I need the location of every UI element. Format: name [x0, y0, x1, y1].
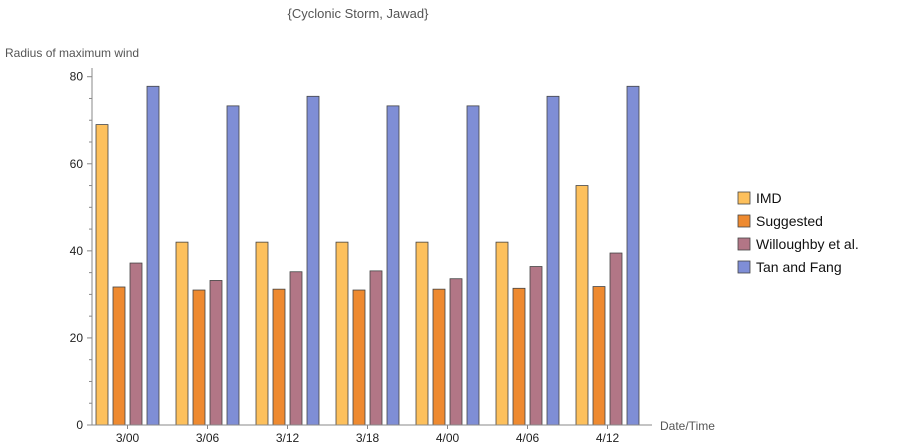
y-tick-label: 60	[70, 157, 84, 171]
bar-imd-0	[95, 124, 109, 426]
legend-swatch	[737, 191, 751, 205]
bar-willoughby-et-al--4	[449, 278, 463, 426]
bar-suggested-3	[352, 289, 366, 426]
bar-tan-and-fang-2	[306, 95, 320, 426]
bar-tan-and-fang-1	[226, 105, 240, 426]
chart-title: {Cyclonic Storm, Jawad}	[288, 6, 430, 21]
legend-swatch	[737, 237, 751, 251]
bar-imd-1	[175, 241, 189, 426]
x-axis-ticks: 3/00 3/06 3/12 3/18 4/00 4/06 4/12	[116, 425, 620, 445]
bar-willoughby-et-al--0	[129, 262, 143, 426]
bar-imd-2	[255, 241, 269, 426]
bar-imd-6	[575, 185, 589, 426]
y-tick-label: 0	[76, 418, 83, 432]
bar-willoughby-et-al--2	[289, 271, 303, 426]
bar-suggested-0	[112, 286, 126, 426]
bar-tan-and-fang-4	[466, 105, 480, 426]
y-axis-ticks: 0 20 40 60 80	[70, 70, 92, 432]
legend-swatch	[737, 214, 751, 228]
legend-label: Suggested	[756, 213, 823, 229]
bar-imd-5	[495, 241, 509, 426]
y-tick-label: 20	[70, 331, 84, 345]
bar-tan-and-fang-5	[546, 95, 560, 426]
bar-suggested-4	[432, 288, 446, 426]
x-tick-label: 3/18	[356, 431, 380, 445]
bar-suggested-6	[592, 286, 606, 426]
bar-imd-3	[335, 241, 349, 426]
bar-suggested-2	[272, 288, 286, 426]
x-axis-label: Date/Time	[660, 419, 715, 433]
legend: IMD Suggested Willoughby et al. Tan and Fan…	[737, 190, 859, 275]
y-tick-label: 40	[70, 244, 84, 258]
y-axis-label: Radius of maximum wind	[5, 46, 139, 60]
legend-label: IMD	[756, 190, 782, 206]
legend-label: Tan and Fang	[756, 259, 842, 275]
x-tick-label: 4/06	[516, 431, 540, 445]
bar-tan-and-fang-3	[386, 105, 400, 426]
bar-imd-4	[415, 241, 429, 426]
legend-label: Willoughby et al.	[756, 236, 859, 252]
bar-tan-and-fang-0	[146, 85, 160, 426]
legend-swatch	[737, 260, 751, 274]
bar-tan-and-fang-6	[626, 85, 640, 426]
x-tick-label: 3/12	[276, 431, 300, 445]
bar-willoughby-et-al--1	[209, 280, 223, 426]
bar-willoughby-et-al--6	[609, 252, 623, 426]
x-tick-label: 4/12	[596, 431, 620, 445]
bar-willoughby-et-al--3	[369, 270, 383, 426]
x-tick-label: 4/00	[436, 431, 460, 445]
bar-suggested-1	[192, 289, 206, 426]
x-tick-label: 3/06	[196, 431, 220, 445]
bar-suggested-5	[512, 287, 526, 426]
bars	[95, 85, 640, 426]
bar-willoughby-et-al--5	[529, 266, 543, 426]
y-tick-label: 80	[70, 70, 84, 84]
x-tick-label: 3/00	[116, 431, 140, 445]
